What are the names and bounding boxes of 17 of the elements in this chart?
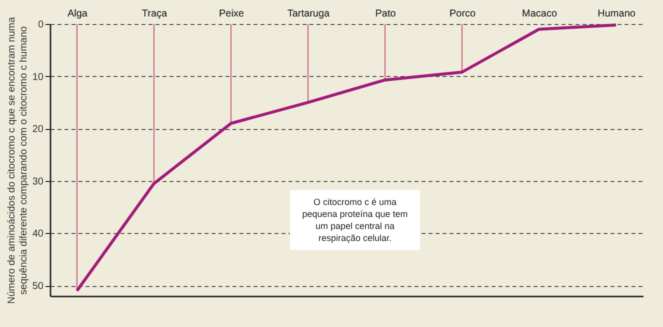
- x-tick-label: Macaco: [522, 8, 558, 20]
- x-tick-label: Peixe: [218, 8, 244, 20]
- y-tick-label: 0: [38, 20, 44, 30]
- x-tick-label: Alga: [67, 8, 88, 20]
- y-tick-label: 10: [32, 72, 44, 83]
- x-tick-label: Porco: [449, 8, 476, 20]
- y-tick-label: 50: [32, 281, 44, 292]
- x-tick-label: Traça: [142, 8, 168, 20]
- y-axis-title: Número de aminoácidos do citocromo c que se encontram numa sequência diferente comparando com o citocromo c humano: [6, 16, 30, 304]
- annotation: O citocromo c é uma pequena proteína que tem um papel central na respiração celular.: [302, 197, 408, 243]
- x-tick-label: Humano: [598, 8, 636, 20]
- x-tick-label: Tartaruga: [287, 8, 330, 20]
- line-series: [75, 24, 618, 292]
- y-tick-label: 30: [32, 176, 44, 188]
- y-tick-label: 40: [32, 228, 44, 240]
- x-tick-label: Pato: [375, 8, 396, 20]
- y-tick-label: 20: [32, 124, 44, 136]
